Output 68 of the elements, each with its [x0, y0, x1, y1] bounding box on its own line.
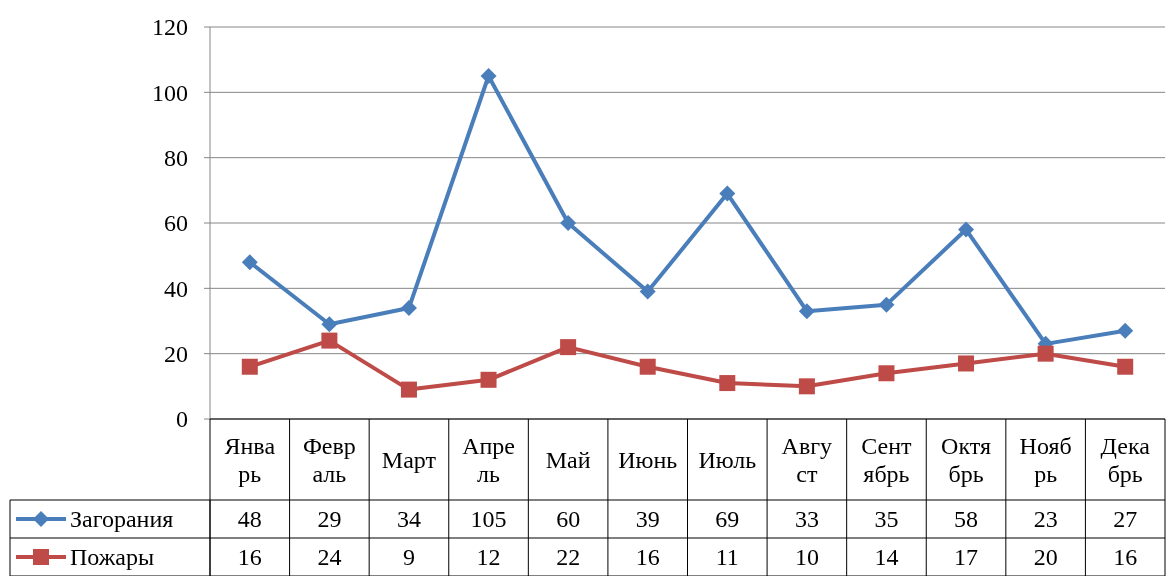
data-label: 27	[1113, 506, 1138, 533]
point	[241, 254, 258, 271]
x-tick-label: Август	[781, 432, 833, 487]
point	[241, 358, 258, 375]
data-label: 29	[317, 506, 342, 533]
x-tick-label: Декабрь	[1100, 432, 1151, 487]
data-label: 22	[556, 544, 581, 571]
x-tick-label: Ноябрь	[1019, 432, 1072, 487]
point	[958, 221, 975, 238]
data-label: 23	[1033, 506, 1058, 533]
data-label: 24	[317, 544, 342, 571]
x-tick-label: Май	[545, 446, 591, 473]
x-tick-label: Сентябрь	[861, 432, 913, 487]
point	[639, 283, 656, 300]
data-label: 16	[237, 544, 262, 571]
data-label: 58	[954, 506, 979, 533]
x-tick-label: Октябрь	[941, 432, 991, 487]
point	[400, 299, 417, 316]
data-label: 10	[794, 544, 819, 571]
point	[719, 375, 736, 392]
data-label: 35	[874, 506, 899, 533]
x-tick-label: Июль	[698, 446, 757, 473]
point	[480, 68, 497, 84]
point	[1117, 322, 1134, 339]
data-label: 105	[470, 506, 507, 533]
data-label: 33	[794, 506, 819, 533]
point	[878, 365, 895, 382]
point	[560, 215, 577, 231]
x-tick-label: Январь	[224, 432, 276, 487]
x-tick-label: Март	[381, 446, 437, 473]
data-label: 9	[402, 544, 415, 571]
point	[798, 378, 815, 395]
y-tick-label: 60	[164, 210, 188, 237]
data-label: 34	[396, 506, 421, 533]
data-label: 69	[715, 506, 740, 533]
data-label: 14	[874, 544, 899, 571]
point	[480, 371, 497, 388]
y-tick-label: 0	[176, 406, 188, 433]
data-label: 16	[635, 544, 660, 571]
point	[560, 339, 577, 356]
point	[958, 355, 975, 372]
data-label: 20	[1033, 544, 1058, 571]
y-tick-label: 20	[164, 341, 188, 368]
data-label: 48	[237, 506, 262, 533]
data-label: 17	[954, 544, 979, 571]
point	[1117, 358, 1134, 375]
point	[639, 358, 656, 375]
point	[321, 316, 338, 333]
point	[1037, 345, 1054, 362]
data-label: 12	[476, 544, 501, 571]
data-label: 11	[715, 544, 739, 571]
point	[321, 332, 338, 349]
x-tick-label: Июнь	[618, 446, 678, 473]
y-tick-label: 120	[152, 14, 188, 41]
point	[719, 185, 736, 202]
data-label: 60	[556, 506, 581, 533]
x-tick-label: Апрель	[462, 432, 515, 487]
y-tick-label: 100	[152, 79, 188, 106]
y-tick-label: 40	[164, 275, 188, 302]
legend-label: Загорания	[70, 506, 174, 533]
point	[400, 381, 417, 398]
data-label: 16	[1113, 544, 1138, 571]
x-tick-label: Февраль	[302, 432, 356, 487]
point	[878, 296, 895, 313]
legend-label: Пожары	[70, 544, 155, 571]
data-label: 39	[635, 506, 660, 533]
y-tick-label: 80	[164, 145, 188, 172]
point	[798, 303, 815, 320]
